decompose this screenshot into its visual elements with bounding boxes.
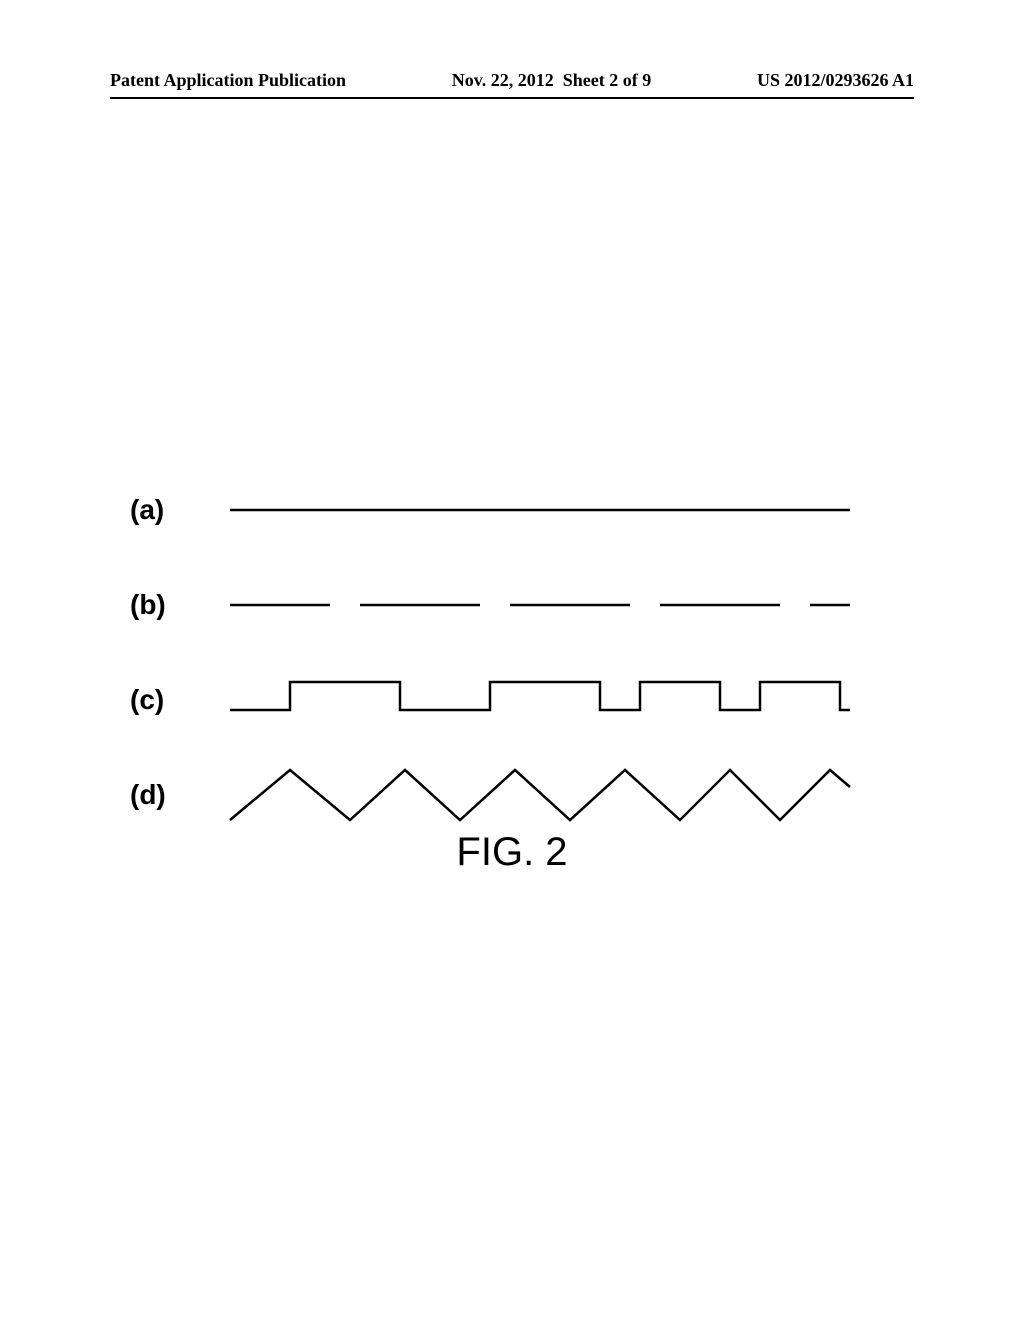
page-header: Patent Application Publication Nov. 22, … <box>0 70 1024 91</box>
row-label: (a) <box>130 494 200 526</box>
figure-caption: FIG. 2 <box>0 830 1024 875</box>
triangle-wave-svg <box>200 765 880 825</box>
header-publication: Patent Application Publication <box>110 70 346 91</box>
header-pub-number: US 2012/0293626 A1 <box>757 70 914 91</box>
header-date-sheet: Nov. 22, 2012 Sheet 2 of 9 <box>452 70 652 91</box>
figure-area: (a) (b) (c) (d) <box>130 480 880 860</box>
row-label: (c) <box>130 684 200 716</box>
header-divider <box>110 97 914 99</box>
square-wave-svg <box>200 670 880 730</box>
waveform-row-d: (d) <box>130 765 880 825</box>
waveform-row-b: (b) <box>130 575 880 635</box>
dashed-line-svg <box>200 575 880 635</box>
waveform-row-c: (c) <box>130 670 880 730</box>
row-label: (d) <box>130 779 200 811</box>
solid-line-svg <box>200 480 880 540</box>
waveform-row-a: (a) <box>130 480 880 540</box>
row-label: (b) <box>130 589 200 621</box>
